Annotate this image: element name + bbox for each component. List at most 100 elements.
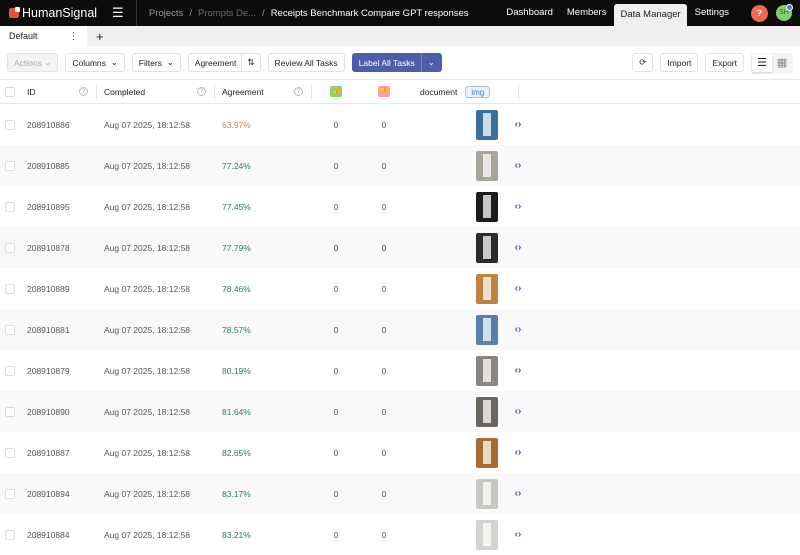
table-row[interactable]: 208910879 Aug 07 2025, 18:12:58 80.19% 0… xyxy=(0,350,800,391)
row-checkbox[interactable] xyxy=(5,406,15,417)
code-view-icon[interactable]: ‹› xyxy=(514,201,522,212)
view-toggle: ☰ ▦ xyxy=(751,52,793,73)
table-row[interactable]: 208910890 Aug 07 2025, 18:12:58 81.64% 0… xyxy=(0,391,800,432)
document-thumbnail[interactable] xyxy=(476,273,498,304)
import-button[interactable]: Import xyxy=(660,53,699,72)
code-view-icon[interactable]: ‹› xyxy=(514,324,522,335)
code-view-icon[interactable]: ‹› xyxy=(514,283,522,294)
table-row[interactable]: 208910878 Aug 07 2025, 18:12:58 77.79% 0… xyxy=(0,227,800,268)
row-checkbox[interactable] xyxy=(5,242,15,253)
row-checkbox[interactable] xyxy=(5,283,15,294)
code-view-icon[interactable]: ‹› xyxy=(514,119,522,130)
help-icon[interactable]: ? xyxy=(294,87,303,96)
sort-direction-icon[interactable]: ⇅ xyxy=(241,54,259,71)
document-thumbnail[interactable] xyxy=(476,109,498,140)
thumbs-up-count: 0 xyxy=(333,119,339,130)
agreement-value: 83.21% xyxy=(222,529,251,540)
help-icon[interactable]: ? xyxy=(751,4,768,22)
header-document[interactable]: document xyxy=(420,86,458,97)
document-thumbnail[interactable] xyxy=(476,519,498,550)
table-row[interactable]: 208910884 Aug 07 2025, 18:12:58 83.21% 0… xyxy=(0,514,800,555)
review-all-tasks-button[interactable]: Review All Tasks xyxy=(267,53,345,72)
tab-default[interactable]: Default ⋮ xyxy=(0,26,87,46)
row-checkbox[interactable] xyxy=(5,365,15,376)
code-view-icon[interactable]: ‹› xyxy=(514,447,522,458)
menu-icon[interactable]: ☰ xyxy=(112,5,124,20)
breadcrumb-project[interactable]: Receipts Benchmark Compare GPT responses xyxy=(270,7,469,19)
document-thumbnail[interactable] xyxy=(476,150,498,181)
help-icon[interactable]: ? xyxy=(197,87,206,96)
agreement-value: 77.45% xyxy=(222,201,251,212)
breadcrumb-workspace[interactable]: Prompts De... xyxy=(197,7,257,19)
completed-date: Aug 07 2025, 18:12:58 xyxy=(104,201,191,212)
breadcrumb: Projects / Prompts De... / Receipts Benchm… xyxy=(149,8,475,19)
grid-view-icon[interactable]: ▦ xyxy=(776,56,788,69)
code-view-icon[interactable]: ‹› xyxy=(514,365,522,376)
row-checkbox[interactable] xyxy=(5,160,15,171)
row-checkbox[interactable] xyxy=(5,447,15,458)
document-thumbnail[interactable] xyxy=(476,396,498,427)
document-thumbnail[interactable] xyxy=(476,232,498,263)
list-view-icon[interactable]: ☰ xyxy=(752,53,772,72)
actions-button[interactable]: Actions ⌄ xyxy=(7,53,59,72)
code-view-icon[interactable]: ‹› xyxy=(514,242,522,253)
label-all-tasks-button[interactable]: Label All Tasks ⌄ xyxy=(351,53,442,72)
table-row[interactable]: 208910886 Aug 07 2025, 18:12:58 63.97% 0… xyxy=(0,104,800,145)
filters-button[interactable]: Filters ⌄ xyxy=(131,53,181,72)
row-checkbox[interactable] xyxy=(5,488,15,499)
table-body: 208910886 Aug 07 2025, 18:12:58 63.97% 0… xyxy=(0,104,800,555)
agreement-value: 82.65% xyxy=(222,447,251,458)
table-row[interactable]: 208910887 Aug 07 2025, 18:12:58 82.65% 0… xyxy=(0,432,800,473)
tab-menu-icon[interactable]: ⋮ xyxy=(69,30,78,41)
agreement-value: 81.64% xyxy=(222,406,251,417)
add-tab-button[interactable]: + xyxy=(96,28,104,44)
avatar[interactable]: SH xyxy=(776,4,793,21)
nav-dashboard[interactable]: Dashboard xyxy=(506,7,553,18)
row-checkbox[interactable] xyxy=(5,324,15,335)
table-row[interactable]: 208910885 Aug 07 2025, 18:12:58 77.24% 0… xyxy=(0,145,800,186)
document-thumbnail[interactable] xyxy=(476,314,498,345)
table-row[interactable]: 208910894 Aug 07 2025, 18:12:58 83.17% 0… xyxy=(0,473,800,514)
select-all-checkbox[interactable] xyxy=(5,86,15,97)
thumbs-down-count: 0 xyxy=(381,119,387,130)
divider xyxy=(136,0,137,26)
chevron-down-icon[interactable]: ⌄ xyxy=(420,53,441,72)
export-button[interactable]: Export xyxy=(705,53,744,72)
row-checkbox[interactable] xyxy=(5,119,15,130)
refresh-icon[interactable]: ⟳ xyxy=(632,53,654,72)
document-thumbnail[interactable] xyxy=(476,437,498,468)
header-agreement[interactable]: Agreement xyxy=(222,86,264,97)
document-thumbnail[interactable] xyxy=(476,355,498,386)
thumbs-down-count: 0 xyxy=(381,529,387,540)
sort-button[interactable]: Agreement ⇅ xyxy=(187,53,261,72)
code-view-icon[interactable]: ‹› xyxy=(514,406,522,417)
chevron-down-icon: ⌄ xyxy=(110,57,118,67)
task-id: 208910879 xyxy=(27,365,70,376)
header-completed[interactable]: Completed xyxy=(104,86,146,97)
row-checkbox[interactable] xyxy=(5,201,15,212)
document-thumbnail[interactable] xyxy=(476,478,498,509)
table-row[interactable]: 208910889 Aug 07 2025, 18:12:58 78.46% 0… xyxy=(0,268,800,309)
help-icon[interactable]: ? xyxy=(79,87,88,96)
code-view-icon[interactable]: ‹› xyxy=(514,529,522,540)
table-row[interactable]: 208910881 Aug 07 2025, 18:12:58 78.57% 0… xyxy=(0,309,800,350)
document-thumbnail[interactable] xyxy=(476,191,498,222)
table-row[interactable]: 208910895 Aug 07 2025, 18:12:58 77.45% 0… xyxy=(0,186,800,227)
code-view-icon[interactable]: ‹› xyxy=(514,488,522,499)
thumbs-down-icon[interactable]: 👎 xyxy=(378,86,390,97)
nav-settings[interactable]: Settings xyxy=(694,7,729,18)
code-view-icon[interactable]: ‹› xyxy=(514,160,522,171)
brand-name: HumanSignal xyxy=(22,6,98,20)
nav-members[interactable]: Members xyxy=(566,7,607,18)
chevron-down-icon: ⌄ xyxy=(166,57,174,67)
columns-button[interactable]: Columns ⌄ xyxy=(65,53,125,72)
thumbs-up-icon[interactable]: 👍 xyxy=(330,86,342,97)
logo[interactable]: HumanSignal xyxy=(0,6,112,20)
header-id[interactable]: ID xyxy=(27,86,36,97)
completed-date: Aug 07 2025, 18:12:58 xyxy=(104,529,191,540)
nav-data-manager[interactable]: Data Manager xyxy=(614,4,687,26)
actions-label: Actions xyxy=(14,57,42,68)
agreement-value: 78.57% xyxy=(222,324,251,335)
row-checkbox[interactable] xyxy=(5,529,15,540)
breadcrumb-projects[interactable]: Projects xyxy=(149,7,184,19)
